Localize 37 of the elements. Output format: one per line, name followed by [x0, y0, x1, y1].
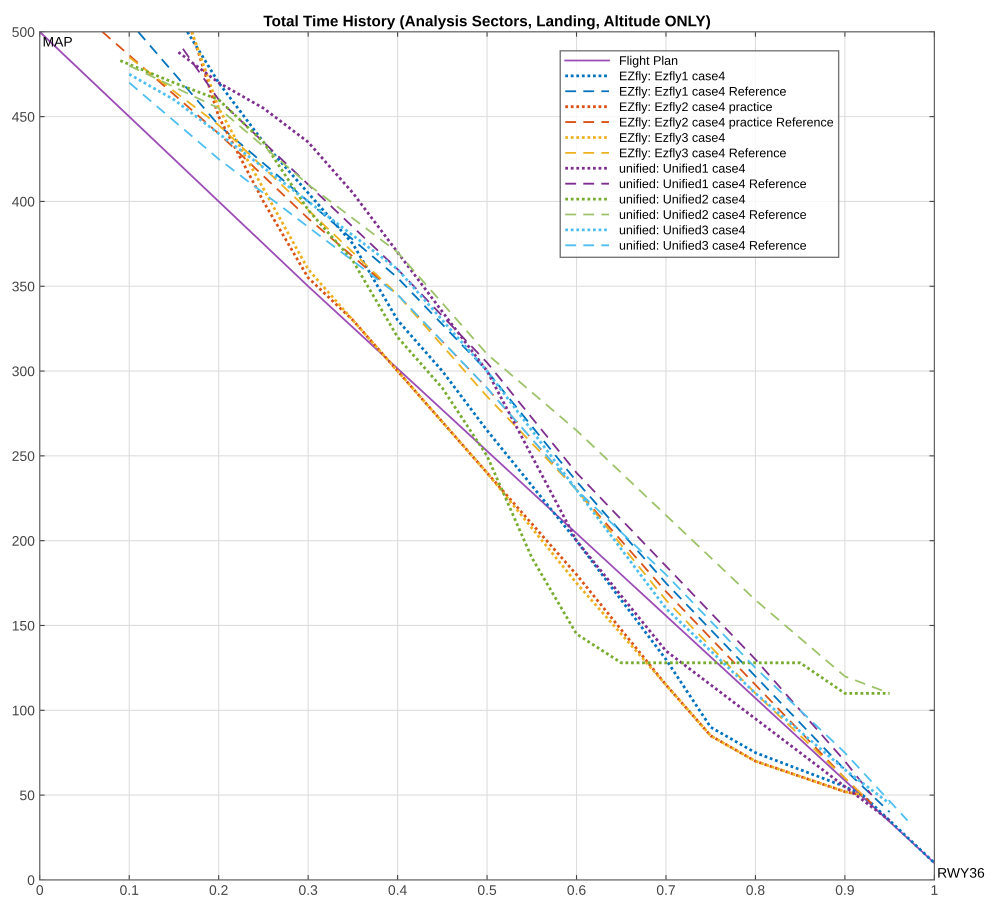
y-tick-label: 0 [28, 875, 34, 886]
x-tick-label: 0.8 [746, 885, 764, 895]
x-tick-label: 0 [36, 885, 44, 895]
x-tick-label: 0.2 [210, 885, 228, 895]
x-tick-label: 0.7 [656, 885, 675, 895]
legend-label: Flight Plan [620, 56, 678, 68]
y-tick-label: 250 [12, 451, 34, 462]
x-tick-label: 1 [932, 885, 938, 895]
legend-label: unified: Unified1 case4 [620, 164, 746, 173]
x-tick-label: 0.6 [567, 885, 586, 895]
x-tick-label: 0.4 [388, 885, 407, 895]
y-tick-label: 450 [12, 112, 34, 122]
legend-label: unified: Unified3 case4 Reference [620, 240, 806, 250]
y-tick-label: 500 [12, 27, 34, 37]
y-tick-label: 350 [12, 282, 34, 292]
y-tick-label: 300 [12, 366, 34, 376]
y-tick-label: 400 [12, 196, 34, 207]
legend-label: EZfly: Ezfly2 case4 practice [620, 102, 772, 114]
legend-label: EZfly: Ezfly3 case4 Reference [620, 148, 786, 160]
y-tick-label: 100 [12, 706, 34, 716]
y-tick-label: 150 [12, 620, 34, 631]
legend-label: unified: Unified1 case4 Reference [620, 179, 806, 188]
annotation: RWY36 [938, 868, 984, 878]
x-tick-label: 0.9 [836, 885, 854, 895]
legend-label: EZfly: Ezfly3 case4 [620, 132, 725, 144]
legend-label: EZfly: Ezfly2 case4 practice Reference [620, 117, 834, 130]
legend-label: unified: Unified3 case4 [620, 225, 746, 234]
chart-title: Total Time History (Analysis Sectors, Landing, Altitude ONLY) [264, 15, 710, 30]
legend-label: unified: Unified2 case4 Reference [620, 210, 806, 219]
x-tick-label: 0.1 [120, 885, 138, 895]
y-tick-label: 200 [12, 536, 34, 546]
y-tick-label: 50 [20, 790, 34, 800]
legend-label: EZfly: Ezfly1 case4 Reference [620, 86, 786, 98]
x-tick-label: 0.5 [478, 885, 496, 895]
x-tick-label: 0.3 [299, 885, 318, 895]
legend-label: EZfly: Ezfly1 case4 [620, 71, 725, 83]
legend-label: unified: Unified2 case4 [620, 194, 746, 204]
